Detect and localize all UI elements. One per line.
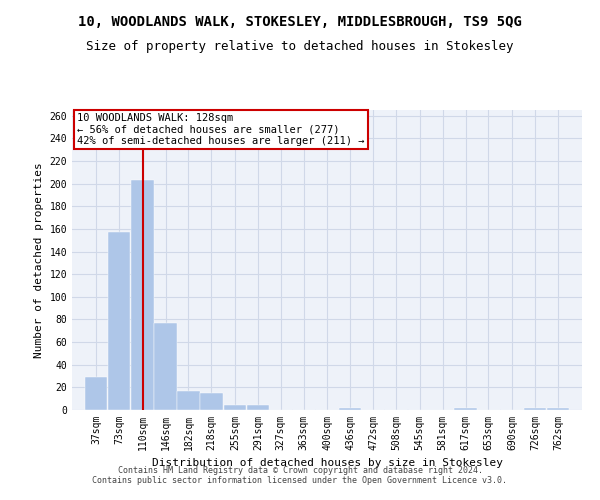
Text: 10 WOODLANDS WALK: 128sqm
← 56% of detached houses are smaller (277)
42% of semi: 10 WOODLANDS WALK: 128sqm ← 56% of detac… [77, 113, 365, 146]
Bar [339, 408, 361, 410]
Bar [154, 323, 176, 410]
Bar [247, 406, 269, 410]
Text: Size of property relative to detached houses in Stokesley: Size of property relative to detached ho… [86, 40, 514, 53]
Bar [524, 408, 546, 410]
Bar [85, 377, 107, 410]
Text: Contains HM Land Registry data © Crown copyright and database right 2024.
Contai: Contains HM Land Registry data © Crown c… [92, 466, 508, 485]
Bar [454, 408, 477, 410]
Bar [224, 406, 246, 410]
X-axis label: Distribution of detached houses by size in Stokesley: Distribution of detached houses by size … [151, 458, 503, 468]
Bar [131, 180, 154, 410]
Y-axis label: Number of detached properties: Number of detached properties [34, 162, 44, 358]
Bar [200, 393, 223, 410]
Text: 10, WOODLANDS WALK, STOKESLEY, MIDDLESBROUGH, TS9 5QG: 10, WOODLANDS WALK, STOKESLEY, MIDDLESBR… [78, 15, 522, 29]
Bar [177, 391, 200, 410]
Bar [108, 232, 130, 410]
Bar [547, 408, 569, 410]
